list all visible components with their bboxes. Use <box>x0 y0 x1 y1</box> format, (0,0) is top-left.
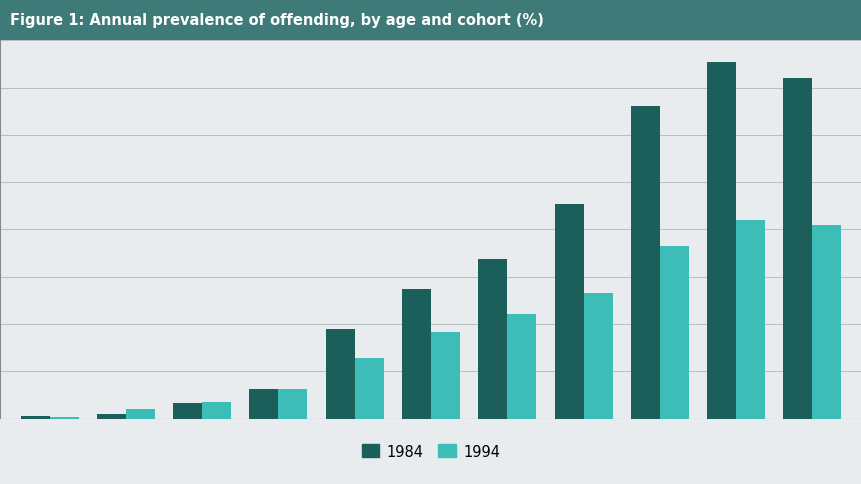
Bar <box>783 79 811 419</box>
Bar <box>430 332 460 419</box>
Bar <box>401 289 430 419</box>
Bar <box>706 63 735 419</box>
Bar <box>126 409 155 419</box>
Bar <box>202 402 231 419</box>
Bar <box>325 329 355 419</box>
Bar <box>355 358 383 419</box>
Bar <box>735 221 765 419</box>
Bar <box>173 404 202 419</box>
Bar <box>506 315 536 419</box>
Bar <box>249 390 278 419</box>
Legend: 1984, 1994: 1984, 1994 <box>356 438 505 465</box>
Bar <box>50 417 78 419</box>
Bar <box>811 225 840 419</box>
Bar <box>630 107 659 419</box>
Text: Figure 1: Annual prevalence of offending, by age and cohort (%): Figure 1: Annual prevalence of offending… <box>10 13 543 28</box>
Bar <box>583 293 612 419</box>
Bar <box>278 390 307 419</box>
Bar <box>478 259 506 419</box>
Bar <box>21 416 50 419</box>
Bar <box>554 204 583 419</box>
Bar <box>96 414 126 419</box>
Bar <box>659 247 688 419</box>
